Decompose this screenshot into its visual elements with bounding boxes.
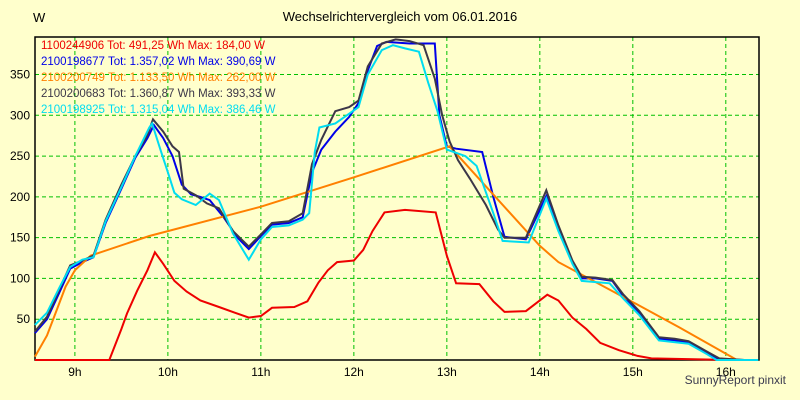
legend-item-2100200683: 2100200683 Tot: 1.360,87 Wh Max: 393,33 … [41,88,276,100]
x-tick-label-11h: 11h [251,365,270,379]
y-tick-label-300: 300 [10,108,30,122]
x-tick-label-12h: 12h [344,365,364,379]
x-tick-label-13h: 13h [437,365,457,379]
legend-item-2100198925: 2100198925 Tot: 1.315,04 Wh Max: 386,46 … [41,104,276,116]
chart-title: Wechselrichtervergleich vom 06.01.2016 [282,9,518,24]
y-tick-label-350: 350 [10,68,30,82]
plot-border [34,36,760,361]
x-tick-label-9h: 9h [68,365,81,379]
legend-item-2100198677: 2100198677 Tot: 1.357,02 Wh Max: 390,69 … [41,56,276,68]
watermark: SunnyReport pinxit [684,373,786,387]
y-tick-label-200: 200 [10,190,30,204]
series-line-1100244906 [34,208,731,361]
legend: 1100244906 Tot: 491,25 Wh Max: 184,00 W … [41,38,275,118]
y-axis-unit-label: W [33,10,46,25]
y-tick-label-100: 100 [10,271,30,285]
series-line-2100200749 [34,145,741,361]
x-tick-label-14h: 14h [530,365,550,379]
x-tick-label-16h: 16h [716,365,736,379]
legend-item-2100200749: 2100200749 Tot: 1.133,50 Wh Max: 262,00 … [41,72,276,84]
legend-item-1100244906: 1100244906 Tot: 491,25 Wh Max: 184,00 W [41,40,265,52]
y-tick-label-150: 150 [10,231,30,245]
x-tick-label-10h: 10h [158,365,178,379]
x-tick-label-15h: 15h [623,365,643,379]
series-line-2100198925 [34,44,759,361]
y-tick-label-250: 250 [10,149,30,163]
y-tick-label-50: 50 [17,312,31,326]
